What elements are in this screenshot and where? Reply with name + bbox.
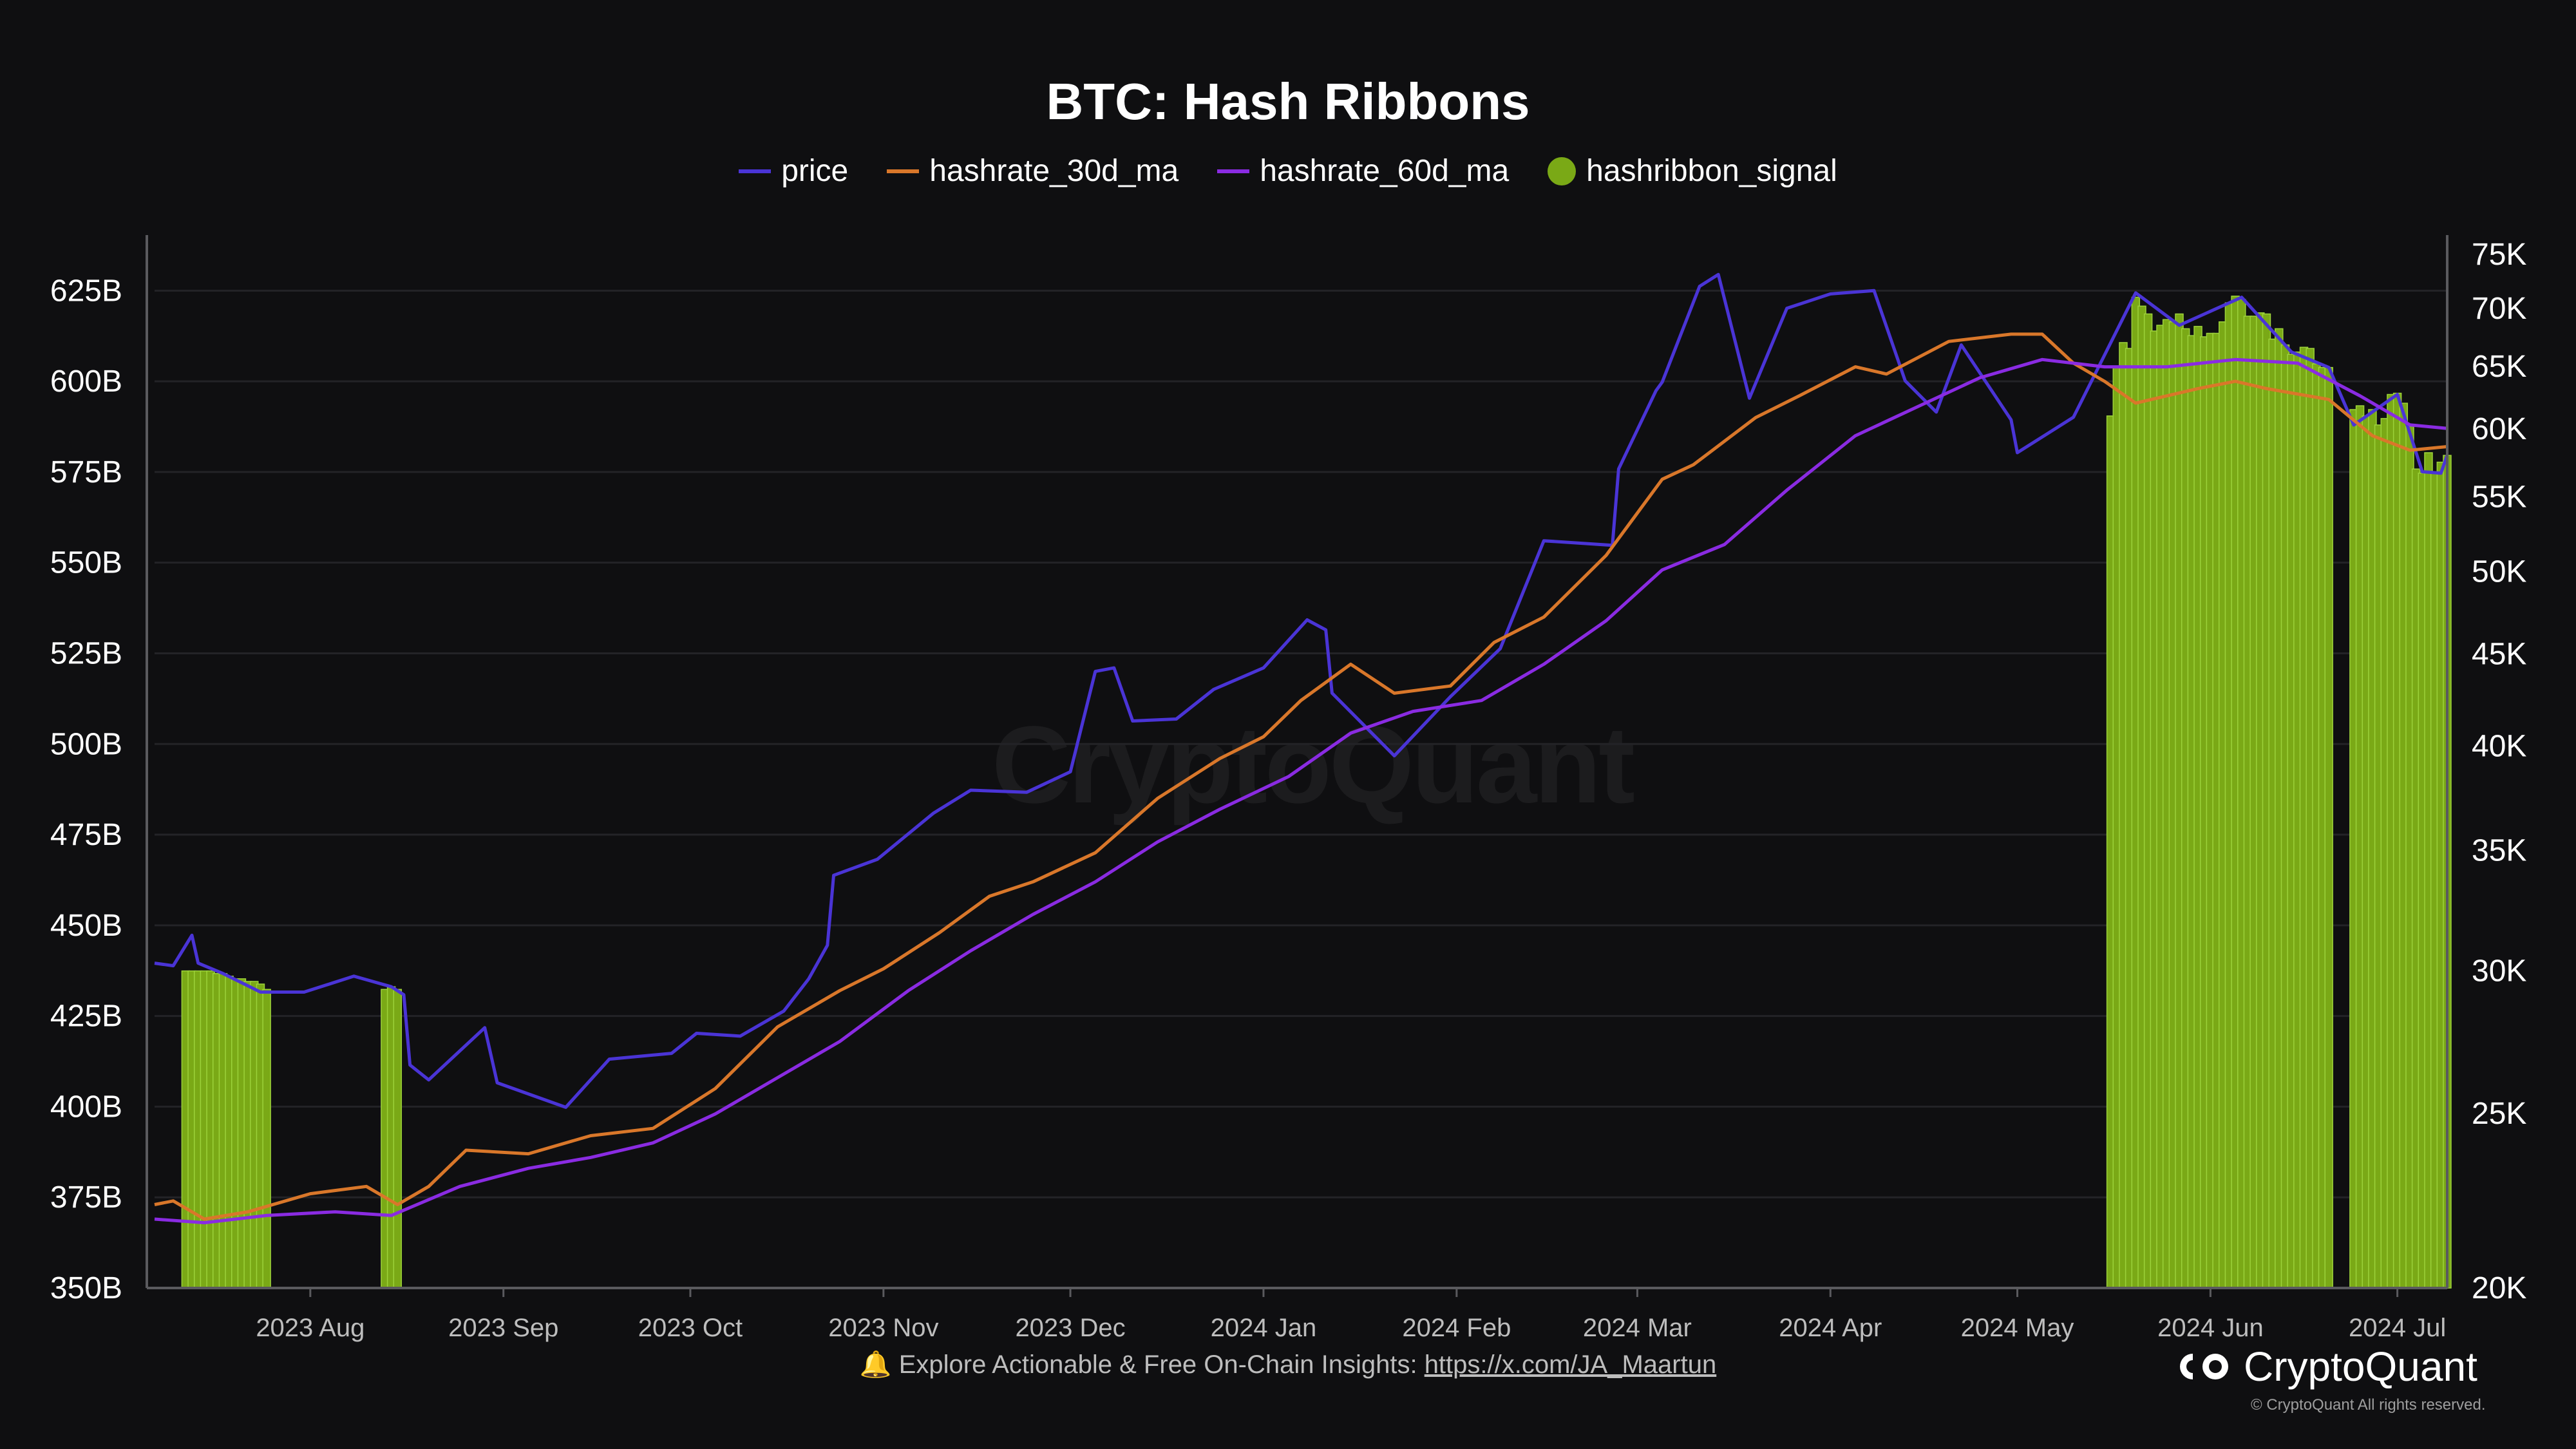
- watermark: CryptoQuant: [992, 704, 1635, 826]
- y-right-tick-label: 75K: [2472, 238, 2526, 272]
- legend-label-hashrate-60d: hashrate_60d_ma: [1260, 154, 1510, 188]
- y-left-tick-label: 350B: [50, 1271, 122, 1305]
- hashribbon-signal-bars: [181, 296, 2452, 1289]
- y-right-tick-label: 40K: [2472, 729, 2526, 763]
- y-left-tick-label: 625B: [50, 274, 122, 308]
- y-right-tick-label: 20K: [2472, 1271, 2526, 1305]
- bell-icon-text: 🔔 Explore Actionable & Free On-Chain Ins…: [859, 1350, 1417, 1379]
- x-tick-label: 2024 Jan: [1211, 1314, 1317, 1342]
- x-tick-label: 2024 Mar: [1583, 1314, 1692, 1342]
- x-tick-label: 2024 May: [1961, 1314, 2074, 1342]
- y-left-tick-label: 525B: [50, 636, 122, 670]
- series-line-hashrate-30d-ma: [154, 332, 2448, 1221]
- y-right-tick-label: 60K: [2472, 412, 2526, 446]
- legend-item-hashrate-60d[interactable]: hashrate_60d_ma: [1217, 153, 1509, 189]
- legend-swatch-hashrate-30d: [887, 169, 920, 173]
- y-left-tick-label: 425B: [50, 999, 122, 1034]
- legend-label-hashribbon-signal: hashribbon_signal: [1586, 154, 1837, 188]
- hashribbon-signal-bar: [262, 989, 271, 1289]
- grid-lines: [155, 289, 2447, 1289]
- legend-item-price[interactable]: price: [739, 153, 848, 189]
- y-left-tick-label: 450B: [50, 909, 122, 943]
- x-tick-label: 2023 Dec: [1015, 1314, 1125, 1342]
- legend-swatch-hashribbon-signal: [1548, 156, 1577, 185]
- cryptoquant-logo-icon: [2180, 1354, 2228, 1379]
- y-right-tick-label: 25K: [2472, 1097, 2526, 1131]
- legend-swatch-price: [739, 169, 772, 173]
- y-right-tick-label: 70K: [2472, 292, 2526, 326]
- legend: price hashrate_30d_ma hashrate_60d_ma ha…: [0, 153, 2576, 189]
- y-left-tick-label: 575B: [50, 455, 122, 489]
- chart-title: BTC: Hash Ribbons: [1046, 73, 1530, 130]
- x-tick-label: 2024 Jun: [2157, 1314, 2264, 1342]
- hashribbon-signal-bar: [393, 989, 402, 1289]
- footer-note: 🔔 Explore Actionable & Free On-Chain Ins…: [0, 1349, 2576, 1379]
- y-right-tick-label: 65K: [2472, 350, 2526, 384]
- legend-item-hashribbon-signal[interactable]: hashribbon_signal: [1548, 153, 1837, 189]
- series-lines: [154, 272, 2449, 1225]
- axes: 350B 375B 400B 425B 450B 475B 500B 525B 550B 575B…: [50, 235, 2526, 1342]
- legend-label-hashrate-30d: hashrate_30d_ma: [929, 154, 1179, 188]
- y-left-tick-label: 375B: [50, 1180, 122, 1215]
- legend-item-hashrate-30d[interactable]: hashrate_30d_ma: [887, 153, 1179, 189]
- footer-link[interactable]: https://x.com/JA_Maartun: [1424, 1350, 1717, 1379]
- y-right-tick-label: 30K: [2472, 954, 2526, 989]
- brand-name: CryptoQuant: [2244, 1343, 2477, 1390]
- y-left-tick-label: 475B: [50, 818, 122, 852]
- x-tick-label: 2024 Apr: [1779, 1314, 1882, 1342]
- x-tick-label: 2023 Sep: [448, 1314, 558, 1342]
- legend-swatch-hashrate-60d: [1217, 169, 1250, 173]
- brand-logo[interactable]: CryptoQuant: [2177, 1343, 2477, 1390]
- y-left-tick-label: 550B: [50, 546, 122, 580]
- y-right-tick-label: 50K: [2472, 554, 2526, 589]
- y-right-tick-label: 45K: [2472, 637, 2526, 671]
- x-tick-label: 2024 Jul: [2349, 1314, 2446, 1342]
- y-left-tick-label: 400B: [50, 1090, 122, 1124]
- series-line-price: [154, 272, 2449, 1109]
- hashribbon-signal-bar: [2324, 366, 2333, 1289]
- copyright-text: © CryptoQuant All rights reserved.: [2251, 1396, 2486, 1414]
- series-line-hashrate-60d-ma: [154, 357, 2448, 1225]
- x-tick-label: 2023 Oct: [638, 1314, 743, 1342]
- y-right-tick-label: 55K: [2472, 480, 2526, 515]
- x-tick-label: 2024 Feb: [1402, 1314, 1511, 1342]
- y-left-tick-label: 600B: [50, 365, 122, 399]
- x-tick-label: 2023 Aug: [256, 1314, 365, 1342]
- y-left-tick-label: 500B: [50, 727, 122, 761]
- x-tick-label: 2023 Nov: [828, 1314, 938, 1342]
- y-right-tick-label: 35K: [2472, 833, 2526, 867]
- legend-label-price: price: [781, 154, 849, 188]
